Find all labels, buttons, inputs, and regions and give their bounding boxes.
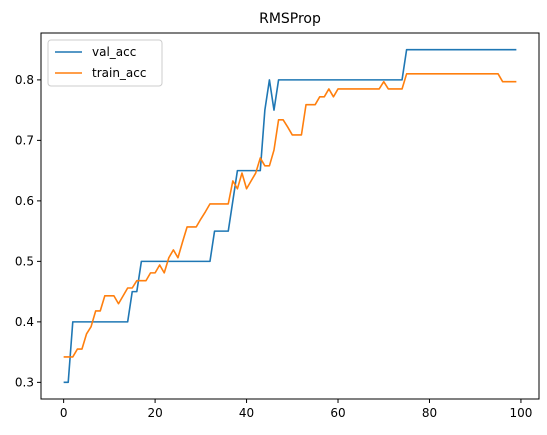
y-tick-label: 0.6 [15,194,34,208]
x-tick-label: 0 [60,406,68,420]
y-tick-label: 0.3 [15,375,34,389]
x-tick-label: 60 [330,406,345,420]
y-tick-label: 0.4 [15,315,34,329]
legend: val_acc train_acc [47,39,163,87]
x-tick-label: 40 [239,406,254,420]
y-tick-label: 0.7 [15,133,34,147]
series-line-train-acc [63,73,517,358]
legend-label: val_acc [92,45,136,59]
x-axis: 0 20 40 60 80 100 [60,399,532,420]
plot-area [63,48,517,384]
legend-label: train_acc [92,66,146,80]
y-tick-label: 0.8 [15,73,34,87]
chart-title: RMSProp [259,11,321,27]
y-tick-label: 0.5 [15,254,34,268]
x-tick-label: 80 [422,406,437,420]
series-line-val-acc [63,48,517,384]
x-tick-label: 100 [509,406,532,420]
y-axis: 0.3 0.4 0.5 0.6 0.7 0.8 [15,73,41,389]
x-tick-label: 20 [147,406,162,420]
axes-frame [40,32,540,400]
